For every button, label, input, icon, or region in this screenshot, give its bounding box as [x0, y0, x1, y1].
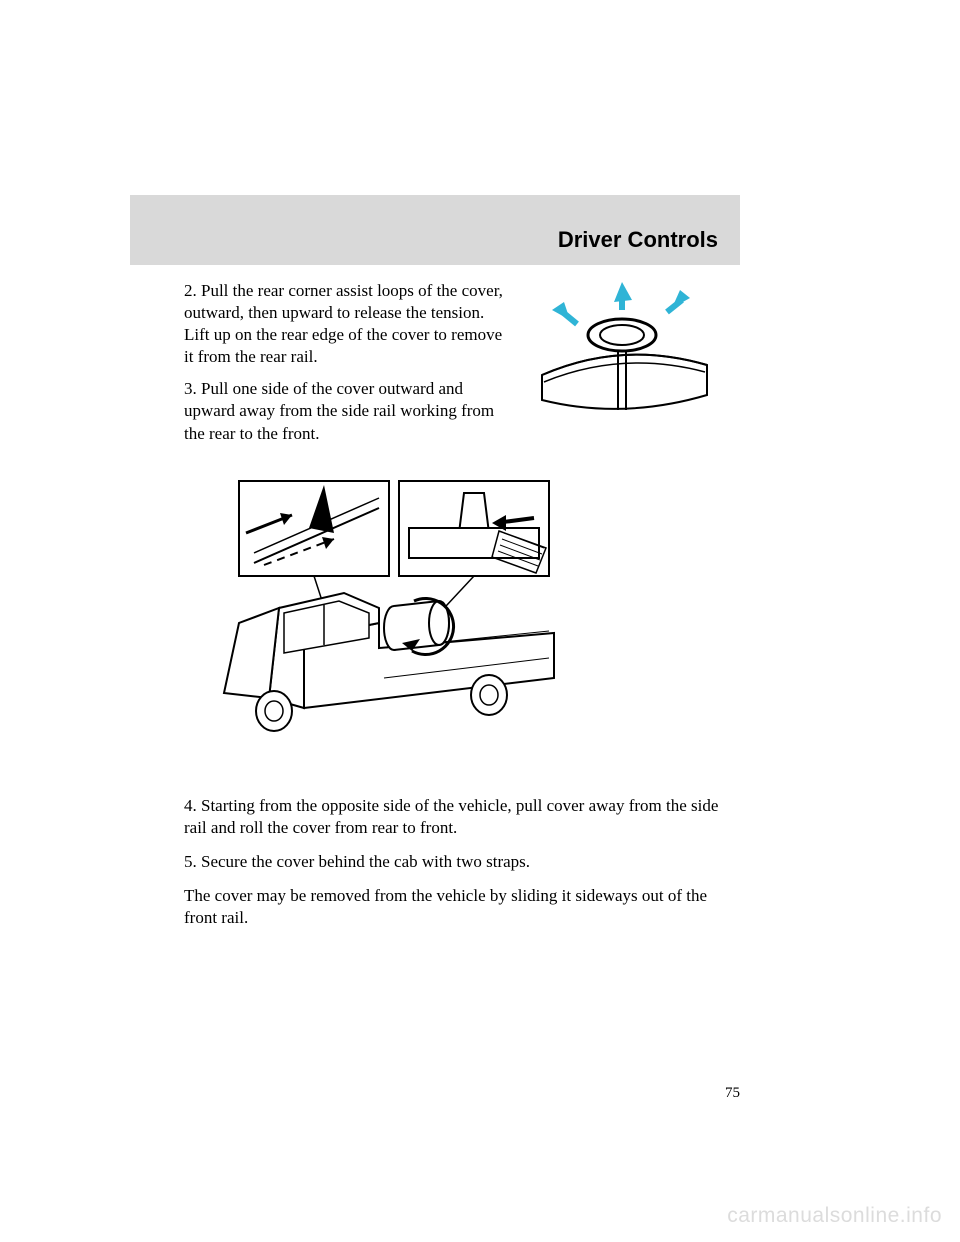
watermark-text: carmanualsonline.info — [727, 1204, 942, 1228]
step-5-paragraph: 5. Secure the cover behind the cab with … — [184, 851, 744, 873]
step-4-paragraph: 4. Starting from the opposite side of th… — [184, 795, 744, 839]
truck-figure-block — [184, 473, 744, 773]
removal-note-paragraph: The cover may be removed from the vehicl… — [184, 885, 744, 929]
step-2-paragraph: 2. Pull the rear corner assist loops of … — [184, 280, 504, 368]
truck-roll-figure — [184, 473, 604, 773]
lower-text-block: 4. Starting from the opposite side of th… — [184, 795, 744, 929]
page-number: 75 — [725, 1085, 740, 1102]
page: Driver Controls 2. Pull the rear corner … — [0, 0, 960, 1242]
step-2-3-text: 2. Pull the rear corner assist loops of … — [184, 280, 504, 455]
section-title: Driver Controls — [558, 227, 718, 253]
corner-loop-figure — [522, 280, 722, 430]
content-area: 2. Pull the rear corner assist loops of … — [184, 280, 744, 941]
section-header-band: Driver Controls — [130, 195, 740, 265]
step-2-3-row: 2. Pull the rear corner assist loops of … — [184, 280, 744, 455]
step-3-paragraph: 3. Pull one side of the cover outward an… — [184, 378, 504, 444]
